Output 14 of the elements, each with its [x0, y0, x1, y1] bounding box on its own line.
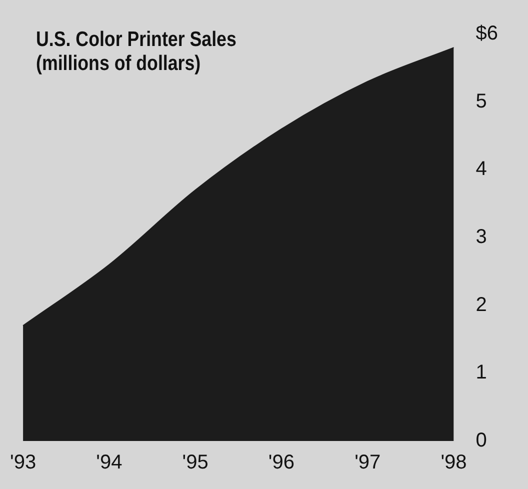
x-tick-label: '97	[354, 452, 381, 474]
y-tick-label: 1	[476, 362, 487, 384]
chart-title: U.S. Color Printer Sales (millions of dollars)	[36, 28, 236, 76]
y-tick-label: 4	[476, 158, 487, 180]
y-tick-label: $6	[476, 22, 498, 45]
y-tick-label: 2	[476, 294, 487, 316]
y-tick-label: 0	[476, 430, 487, 452]
x-tick-label: '94	[96, 452, 122, 474]
y-tick-label: 5	[476, 90, 487, 112]
x-tick-label: '96	[268, 452, 295, 474]
y-tick-label: 3	[476, 226, 487, 248]
x-tick-label: '98	[440, 452, 467, 474]
x-tick-label: '93	[10, 452, 36, 474]
x-tick-label: '95	[182, 452, 208, 474]
